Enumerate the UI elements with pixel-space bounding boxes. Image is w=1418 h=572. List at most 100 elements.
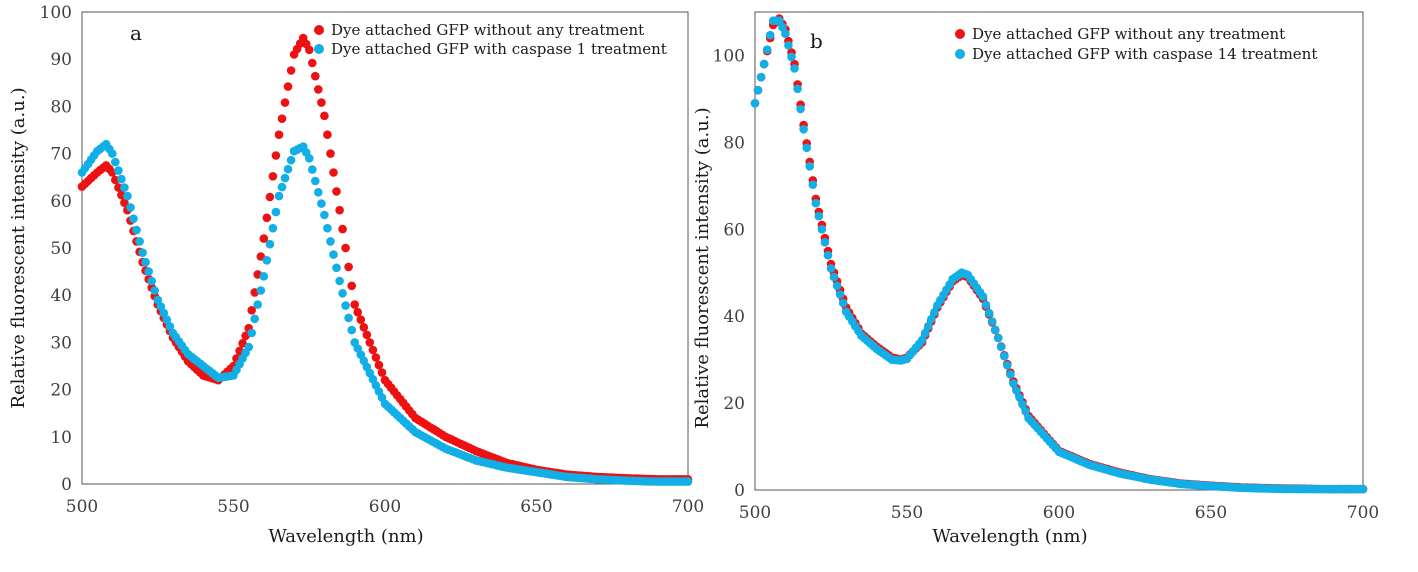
y-tick-labels-b: 0 20 40 60 80 100: [713, 46, 745, 501]
x-tick-label: 550: [217, 497, 249, 517]
data-point-series-1: [286, 155, 296, 165]
data-point-series-1: [817, 225, 827, 234]
y-tick-label: 60: [50, 192, 72, 212]
data-point-series-1: [244, 342, 253, 352]
data-point-series-0: [247, 306, 256, 315]
data-points-a: [77, 33, 693, 486]
y-tick-label: 20: [723, 394, 745, 414]
data-point-series-1: [683, 477, 693, 486]
data-point-series-1: [271, 207, 281, 217]
data-point-series-0: [286, 66, 296, 75]
y-tick-label: 20: [50, 381, 72, 401]
data-point-series-0: [329, 168, 338, 177]
data-point-series-1: [329, 250, 338, 259]
data-point-series-1: [314, 188, 323, 197]
data-point-series-1: [802, 143, 811, 153]
x-axis-label-a: Wavelength (nm): [268, 526, 423, 547]
data-point-series-1: [153, 295, 163, 305]
legend-label-a-1: Dye attached GFP with caspase 1 treatmen…: [331, 40, 667, 58]
x-axis-label-b: Wavelength (nm): [932, 526, 1087, 547]
y-tick-label: 90: [50, 50, 72, 70]
x-tick-label: 700: [672, 497, 704, 517]
x-tick-labels-b: 500 550 600 650 700: [739, 503, 1379, 523]
y-tick-label: 10: [50, 428, 72, 448]
data-point-series-1: [1009, 379, 1018, 388]
x-tick-label: 600: [1043, 503, 1075, 523]
data-point-series-0: [344, 262, 353, 272]
chart-panel-a: 0 10 20 30 40 50 60 70 80 90 100 500 550 600 650 700 a…: [8, 3, 704, 547]
data-point-series-0: [359, 323, 369, 332]
data-point-series-1: [341, 301, 350, 310]
data-point-series-1: [335, 276, 344, 286]
data-point-series-1: [129, 214, 138, 223]
data-point-series-1: [775, 16, 784, 26]
y-tick-label: 80: [50, 97, 72, 117]
data-point-series-1: [326, 237, 335, 246]
y-axis-label-b: Relative fluorescent intensity (a.u.): [692, 107, 713, 428]
data-point-series-1: [793, 84, 802, 94]
data-point-series-1: [917, 335, 927, 345]
data-point-series-0: [320, 111, 329, 121]
data-points-b: [750, 14, 1368, 494]
y-tick-label: 30: [50, 333, 72, 353]
data-point-series-1: [268, 223, 278, 233]
data-point-series-1: [978, 292, 988, 301]
data-point-series-1: [344, 313, 353, 323]
data-point-series-1: [981, 300, 991, 310]
data-point-series-0: [350, 300, 360, 309]
data-point-series-1: [756, 72, 766, 82]
data-point-series-1: [156, 302, 166, 311]
data-point-series-1: [787, 52, 796, 62]
data-point-series-0: [311, 71, 320, 81]
data-point-series-1: [1012, 386, 1021, 395]
data-point-series-1: [259, 272, 269, 281]
plot-frame-b: [754, 11, 1364, 491]
data-point-series-1: [796, 104, 805, 114]
legend-marker-a-0: [314, 25, 324, 35]
data-point-series-0: [371, 353, 381, 362]
data-point-series-0: [365, 338, 375, 347]
data-point-series-1: [135, 237, 144, 246]
legend-marker-b-1: [955, 49, 965, 59]
x-tick-label: 650: [1195, 503, 1227, 523]
data-point-series-1: [305, 154, 314, 163]
data-point-series-0: [317, 98, 326, 107]
data-point-series-1: [277, 182, 287, 192]
data-point-series-1: [332, 263, 341, 273]
data-point-series-0: [283, 82, 293, 91]
data-point-series-1: [144, 267, 153, 276]
y-tick-label: 40: [723, 307, 745, 327]
x-tick-label: 700: [1347, 503, 1379, 523]
data-point-series-1: [283, 164, 293, 174]
data-point-series-1: [765, 30, 775, 40]
data-point-series-1: [759, 59, 769, 69]
data-point-series-1: [924, 321, 933, 331]
data-point-series-1: [247, 328, 256, 338]
data-point-series-1: [126, 203, 135, 212]
data-point-series-0: [268, 172, 278, 181]
data-point-series-1: [805, 162, 814, 171]
data-point-series-1: [162, 315, 172, 325]
data-point-series-0: [341, 243, 350, 253]
data-point-series-0: [326, 149, 335, 158]
data-point-series-1: [838, 298, 848, 308]
data-point-series-1: [165, 322, 175, 331]
data-point-series-1: [253, 300, 262, 309]
legend-marker-a-1: [314, 44, 324, 54]
data-point-series-0: [338, 224, 347, 234]
x-tick-labels-a: 500 550 600 650 700: [66, 497, 704, 517]
y-tick-label: 100: [713, 46, 745, 66]
data-point-series-1: [347, 325, 357, 335]
y-tick-label: 40: [50, 286, 72, 306]
data-point-series-1: [753, 85, 763, 95]
chart-panel-b: 0 20 40 60 80 100 500 550 600 650 700 b Dye attac…: [692, 11, 1379, 547]
data-point-series-1: [274, 191, 284, 201]
data-point-series-0: [262, 213, 272, 223]
x-tick-label: 500: [739, 503, 771, 523]
legend-label-b-1: Dye attached GFP with caspase 14 treatme…: [972, 45, 1317, 63]
data-point-series-1: [826, 264, 836, 273]
data-point-series-1: [138, 248, 147, 257]
data-point-series-1: [141, 257, 150, 267]
x-tick-label: 600: [369, 497, 401, 517]
